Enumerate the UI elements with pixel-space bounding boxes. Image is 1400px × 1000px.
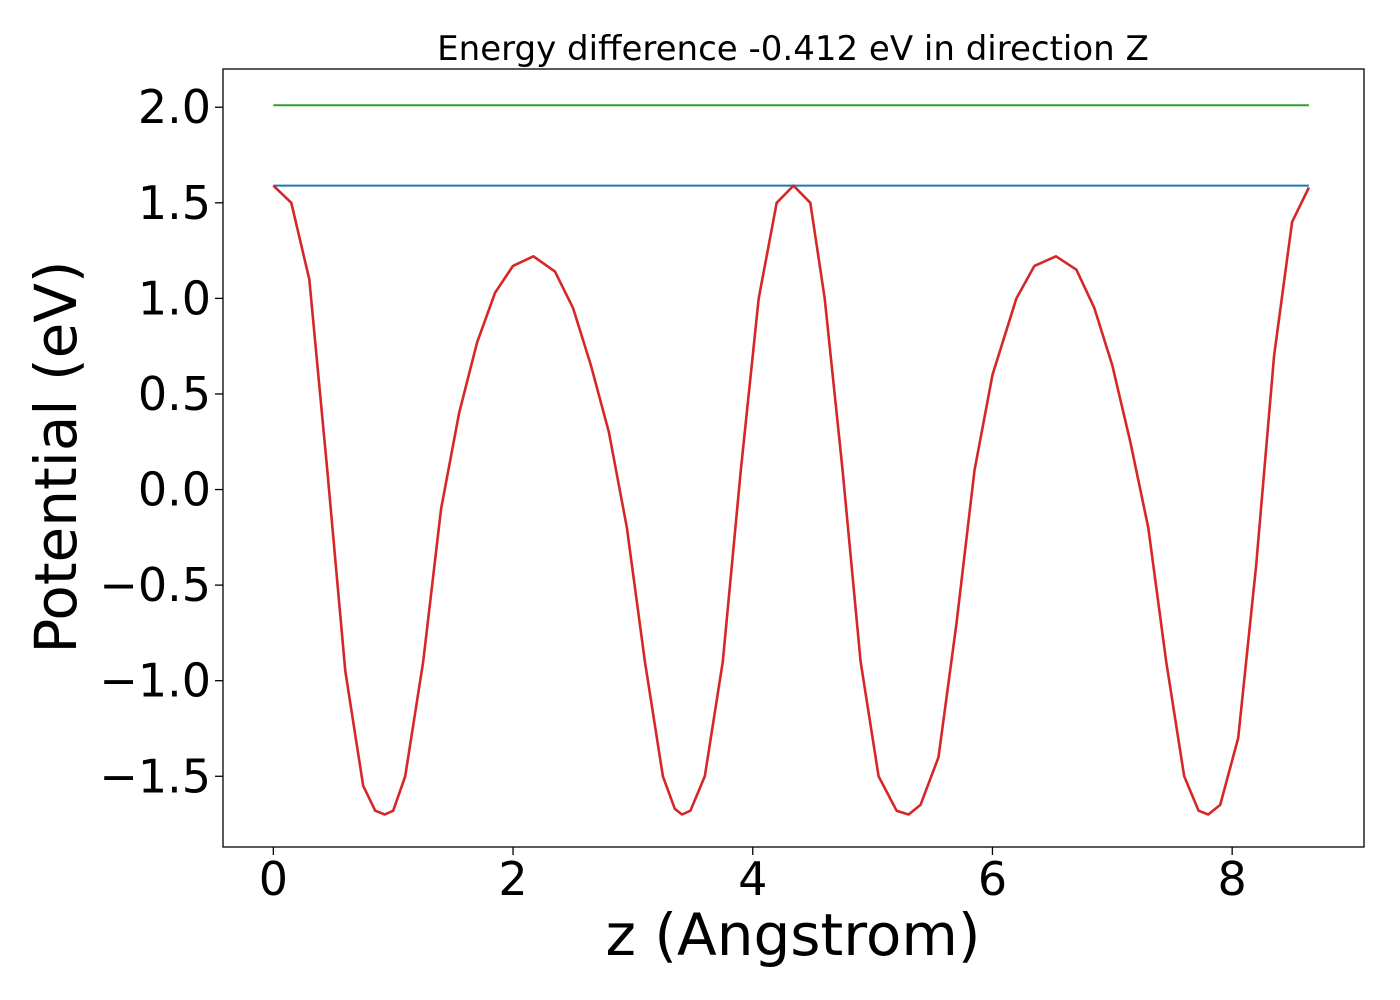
x-tick-label: 2 — [498, 852, 527, 906]
y-axis-label: Potential (eV) — [22, 260, 90, 653]
y-tick-label: 0.5 — [138, 367, 211, 421]
y-tick-label: 1.5 — [138, 176, 211, 230]
x-axis-label: z (Angstrom) — [606, 901, 981, 969]
y-axis: 2.0 1.5 1.0 0.5 0.0 −0.5 −1.0 −1.5 — [99, 80, 223, 803]
plot-frame — [222, 68, 1365, 848]
chart-title: Energy difference -0.412 eV in direction… — [437, 29, 1149, 69]
y-tick-label: 0.0 — [138, 463, 211, 517]
series-layer — [272, 104, 1311, 816]
x-tick-label: 4 — [738, 852, 767, 906]
y-tick-label: −0.5 — [99, 558, 211, 612]
x-tick-label: 6 — [978, 852, 1007, 906]
y-tick-label: −1.0 — [99, 654, 211, 708]
y-tick-label: −1.5 — [99, 749, 211, 803]
x-tick-label: 8 — [1218, 852, 1247, 906]
y-tick-label: 1.0 — [138, 271, 211, 325]
series-line-3 — [272, 184, 1311, 816]
y-tick-label: 2.0 — [138, 80, 211, 134]
x-axis: 0 2 4 6 8 — [259, 847, 1247, 906]
x-tick-label: 0 — [259, 852, 288, 906]
